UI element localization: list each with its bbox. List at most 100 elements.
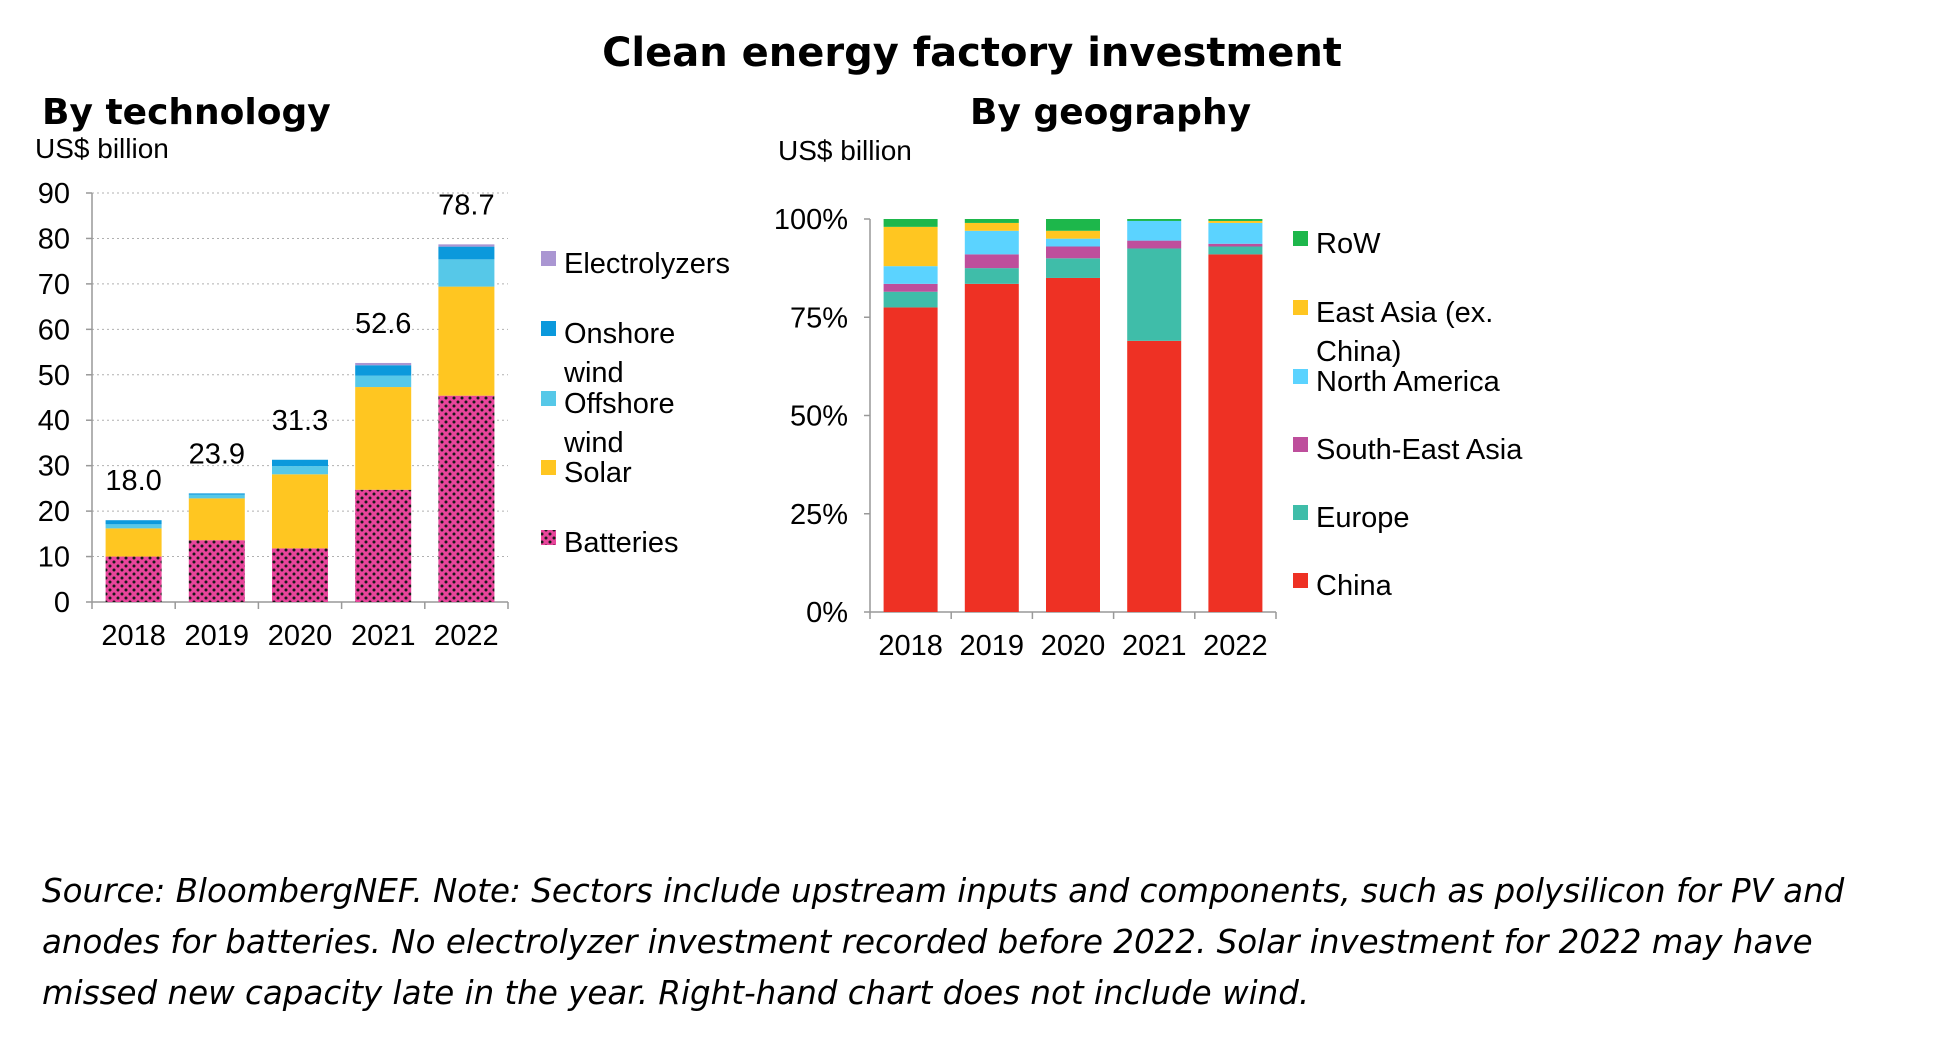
legend-label-onshore-wind: Onshore [564,318,675,350]
x-tick-label: 2019 [960,630,1025,662]
legend-label-batteries: Batteries [564,527,678,559]
y-tick-label: 100% [774,204,848,236]
y-tick-label: 10 [38,542,70,574]
legend-swatch-batteries [541,530,556,545]
y-tick-label: 0% [806,597,848,629]
y-tick-label: 75% [790,302,848,334]
bar-segment-china [1127,340,1182,612]
bar-segment-offshore-wind [355,375,412,388]
geography-chart: US$ billion 0% 25% 50% 75% 100% 2018 2019 2020 20… [774,135,1523,662]
legend-swatch-north-america [1293,369,1308,384]
bar-segment-offshore-wind [438,259,495,287]
bar-segment-china [1208,254,1263,612]
bar-segment-batteries [355,489,412,602]
bar-segment-south-east-asia [883,283,938,292]
y-tick-label: 80 [38,223,70,255]
legend-label-north-america: North America [1316,366,1501,398]
bar-segment-batteries [438,395,495,602]
bar-segment-onshore-wind [188,493,245,495]
bar-segment-south-east-asia [964,254,1019,269]
legend-label-onshore-wind: wind [563,357,624,389]
bar-segment-east-asia-ex-china [1046,230,1100,239]
legend-label-south-east-asia: South-East Asia [1316,434,1523,466]
legend-label-east-asia-ex-china: East Asia (ex. [1316,297,1493,329]
y-tick-label: 50% [790,401,848,433]
bar-segment-row [1046,219,1100,231]
bar-segment-batteries [105,556,162,602]
bar-segment-onshore-wind [272,459,328,467]
bar-segment-south-east-asia [1208,243,1263,247]
legend-swatch-electrolyzers [541,251,556,266]
bar-segment-onshore-wind [355,365,412,376]
bar-segment-solar [438,286,495,396]
legend-label-solar: Solar [564,457,632,489]
x-tick-label: 2018 [878,630,943,662]
legend-swatch-onshore-wind [541,321,556,336]
bar-segment-china [1046,277,1100,612]
x-tick-label: 2018 [101,620,166,652]
bar-segment-east-asia-ex-china [883,226,938,267]
x-tick-label: 2022 [434,620,499,652]
bar-segment-offshore-wind [105,524,162,529]
bar-segment-china [964,283,1019,612]
legend-label-china: China [1316,570,1393,602]
legend-swatch-row [1293,231,1308,246]
bar-segment-solar [188,498,245,541]
bar-segment-solar [355,387,412,490]
x-tick-label: 2021 [1122,630,1187,662]
legend-swatch-solar [541,460,556,475]
x-tick-label: 2019 [185,620,250,652]
legend-swatch-china [1293,573,1308,588]
y-tick-label: 30 [38,451,70,483]
y-tick-label: 70 [38,269,70,301]
total-label: 18.0 [105,465,161,497]
source-note: Source: BloombergNEF. Note: Sectors incl… [42,872,1845,1012]
bar-segment-north-america [1127,220,1182,241]
bar-segment-east-asia-ex-china [964,222,1019,231]
y-tick-label: 50 [38,360,70,392]
left-chart-title: By technology [42,92,331,133]
legend-swatch-south-east-asia [1293,437,1308,452]
bar-segment-row [1127,219,1182,221]
bar-segment-offshore-wind [272,466,328,475]
bar-segment-europe [1208,246,1263,255]
bar-segment-south-east-asia [1127,240,1182,249]
bar-segment-europe [1127,248,1182,341]
charts-canvas: US$ billion 0 10 20 30 40 50 60 70 80 90 2018 18.0 20… [35,133,1523,662]
total-label: 52.6 [355,308,411,340]
bar-segment-row [883,219,938,227]
legend-swatch-offshore-wind [541,391,556,406]
y-axis-label: US$ billion [778,135,912,166]
legend-label-row: RoW [1316,228,1381,260]
y-tick-label: 60 [38,314,70,346]
x-tick-label: 2020 [1041,630,1106,662]
bar-segment-north-america [964,230,1019,255]
y-tick-label: 90 [38,178,70,210]
total-label: 78.7 [438,189,494,221]
bar-segment-electrolyzers [438,244,495,247]
bar-segment-batteries [272,548,328,602]
x-tick-label: 2020 [268,620,333,652]
bar-segment-row [1208,219,1263,221]
bar-segment-row [964,219,1019,223]
y-tick-label: 40 [38,405,70,437]
bar-segment-europe [964,268,1019,284]
bar-segment-north-america [883,266,938,284]
bar-segment-offshore-wind [188,494,245,499]
y-tick-label: 20 [38,496,70,528]
bar-segment-south-east-asia [1046,246,1100,259]
bar-segment-north-america [1208,222,1263,244]
legend-label-electrolyzers: Electrolyzers [564,248,730,280]
legend-swatch-europe [1293,505,1308,520]
legend-label-east-asia-ex-china: China) [1316,336,1401,368]
bar-segment-onshore-wind [105,520,162,525]
legend-label-europe: Europe [1316,502,1410,534]
legend-label-offshore-wind: Offshore [564,388,675,420]
bar-segment-europe [883,291,938,308]
y-axis-label: US$ billion [35,133,169,164]
total-label: 31.3 [272,405,328,437]
bar-segment-north-america [1046,238,1100,247]
bar-segment-onshore-wind [438,246,495,260]
total-label: 23.9 [189,438,245,470]
bar-segment-solar [105,528,162,557]
